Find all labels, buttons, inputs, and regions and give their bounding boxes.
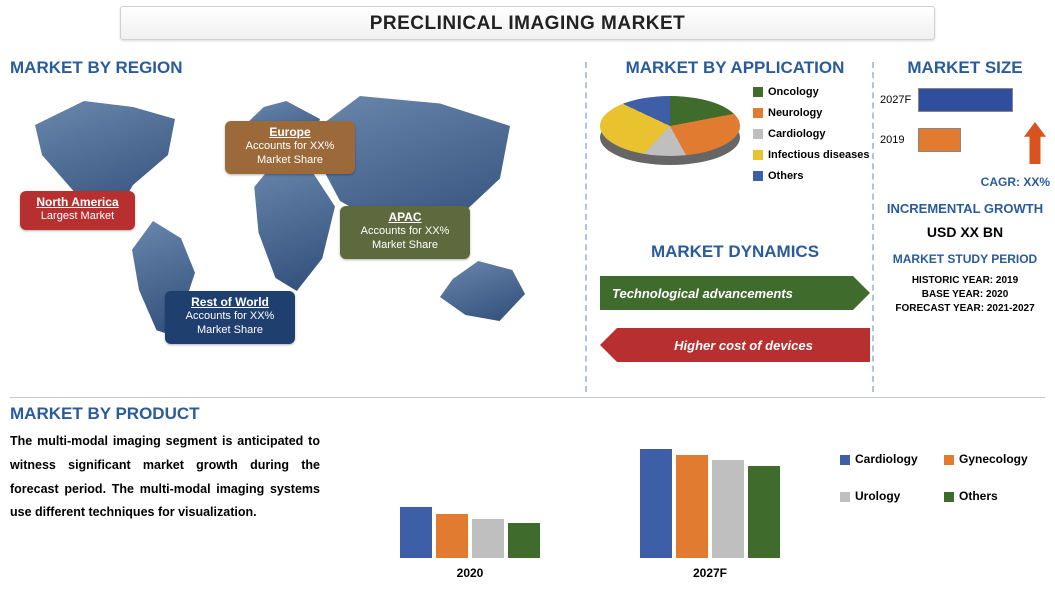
pie-legend-item: Oncology [753, 82, 870, 103]
bar [508, 523, 540, 558]
market-by-application: MARKET BY APPLICATION OncologyNeurologyC… [600, 58, 870, 228]
content-grid: MARKET BY REGION North America Largest M… [10, 52, 1045, 595]
product-barchart-legend: Cardiology Gynecology Urology Others [840, 430, 1040, 580]
region-label-na: North America Largest Market [20, 191, 135, 230]
bar-group [640, 449, 780, 558]
bar-legend-item: Others [944, 485, 1040, 508]
right-column: MARKET SIZE 2027F 2019 CAGR: XX% INCREMEN… [880, 58, 1050, 388]
eu-title: Europe [235, 125, 345, 140]
cagr-label: CAGR: XX% [880, 175, 1050, 189]
map-africa [250, 161, 335, 291]
pie-chart [600, 88, 745, 188]
study-forecast: FORECAST YEAR: 2021-2027 [880, 302, 1050, 316]
pie-legend-item: Others [753, 166, 870, 187]
product-paragraph: The multi-modal imaging segment is antic… [10, 430, 320, 580]
market-dynamics: MARKET DYNAMICS Technological advancemen… [600, 242, 870, 392]
apac-title: APAC [350, 210, 460, 225]
na-title: North America [30, 195, 125, 210]
application-heading: MARKET BY APPLICATION [600, 58, 870, 78]
pie-legend-item: Neurology [753, 103, 870, 124]
driver-text: Technological advancements [612, 286, 793, 301]
market-size-row: 2019 [880, 128, 1050, 154]
bar [712, 460, 744, 558]
region-label-rw: Rest of World Accounts for XX% Market Sh… [165, 291, 295, 344]
bar-group-label: 2027F [640, 566, 780, 580]
divider-2 [872, 62, 874, 392]
pie-legend: OncologyNeurologyCardiologyInfectious di… [753, 82, 870, 186]
pie-legend-item: Infectious diseases [753, 145, 870, 166]
market-size-row-label: 2019 [880, 134, 915, 146]
eu-sub: Accounts for XX% Market Share [235, 140, 345, 168]
page-title: PRECLINICAL IMAGING MARKET [120, 6, 935, 40]
region-label-eu: Europe Accounts for XX% Market Share [225, 121, 355, 174]
driver-arrow: Technological advancements [600, 276, 853, 310]
bar [472, 519, 504, 558]
market-size-row-label: 2027F [880, 94, 915, 106]
na-sub: Largest Market [30, 210, 125, 224]
bar [676, 455, 708, 558]
world-map: North America Largest Market Europe Acco… [10, 86, 570, 366]
apac-sub: Accounts for XX% Market Share [350, 225, 460, 253]
restraint-arrow: Higher cost of devices [617, 328, 870, 362]
incremental-heading: INCREMENTAL GROWTH [880, 201, 1050, 216]
bar-group-label: 2020 [400, 566, 540, 580]
bar-legend-item: Gynecology [944, 448, 1040, 471]
study-base: BASE YEAR: 2020 [880, 288, 1050, 302]
restraint-text: Higher cost of devices [674, 338, 813, 353]
product-heading: MARKET BY PRODUCT [10, 404, 1045, 424]
product-barchart: 2020 2027F [340, 430, 820, 580]
study-historic: HISTORIC YEAR: 2019 [880, 274, 1050, 288]
incremental-value: USD XX BN [880, 224, 1050, 240]
market-size-bar [918, 128, 961, 152]
bar-legend-item: Urology [840, 485, 936, 508]
dynamics-heading: MARKET DYNAMICS [600, 242, 870, 262]
market-size-row: 2027F [880, 88, 1050, 114]
region-label-apac: APAC Accounts for XX% Market Share [340, 206, 470, 259]
bar-group [400, 507, 540, 558]
bar [640, 449, 672, 558]
divider-1 [585, 62, 587, 392]
bar-legend-item: Cardiology [840, 448, 936, 471]
rw-title: Rest of World [175, 295, 285, 310]
market-by-region: MARKET BY REGION North America Largest M… [10, 58, 580, 388]
bar [400, 507, 432, 558]
market-by-product: MARKET BY PRODUCT The multi-modal imagin… [10, 397, 1045, 587]
map-australia [440, 261, 525, 321]
region-heading: MARKET BY REGION [10, 58, 580, 78]
pie-legend-item: Cardiology [753, 124, 870, 145]
market-size-barchart: 2027F 2019 [880, 78, 1050, 173]
bar [748, 466, 780, 558]
study-heading: MARKET STUDY PERIOD [880, 252, 1050, 266]
market-size-bar [918, 88, 1013, 112]
rw-sub: Accounts for XX% Market Share [175, 310, 285, 338]
market-size-heading: MARKET SIZE [880, 58, 1050, 78]
bar [436, 514, 468, 558]
